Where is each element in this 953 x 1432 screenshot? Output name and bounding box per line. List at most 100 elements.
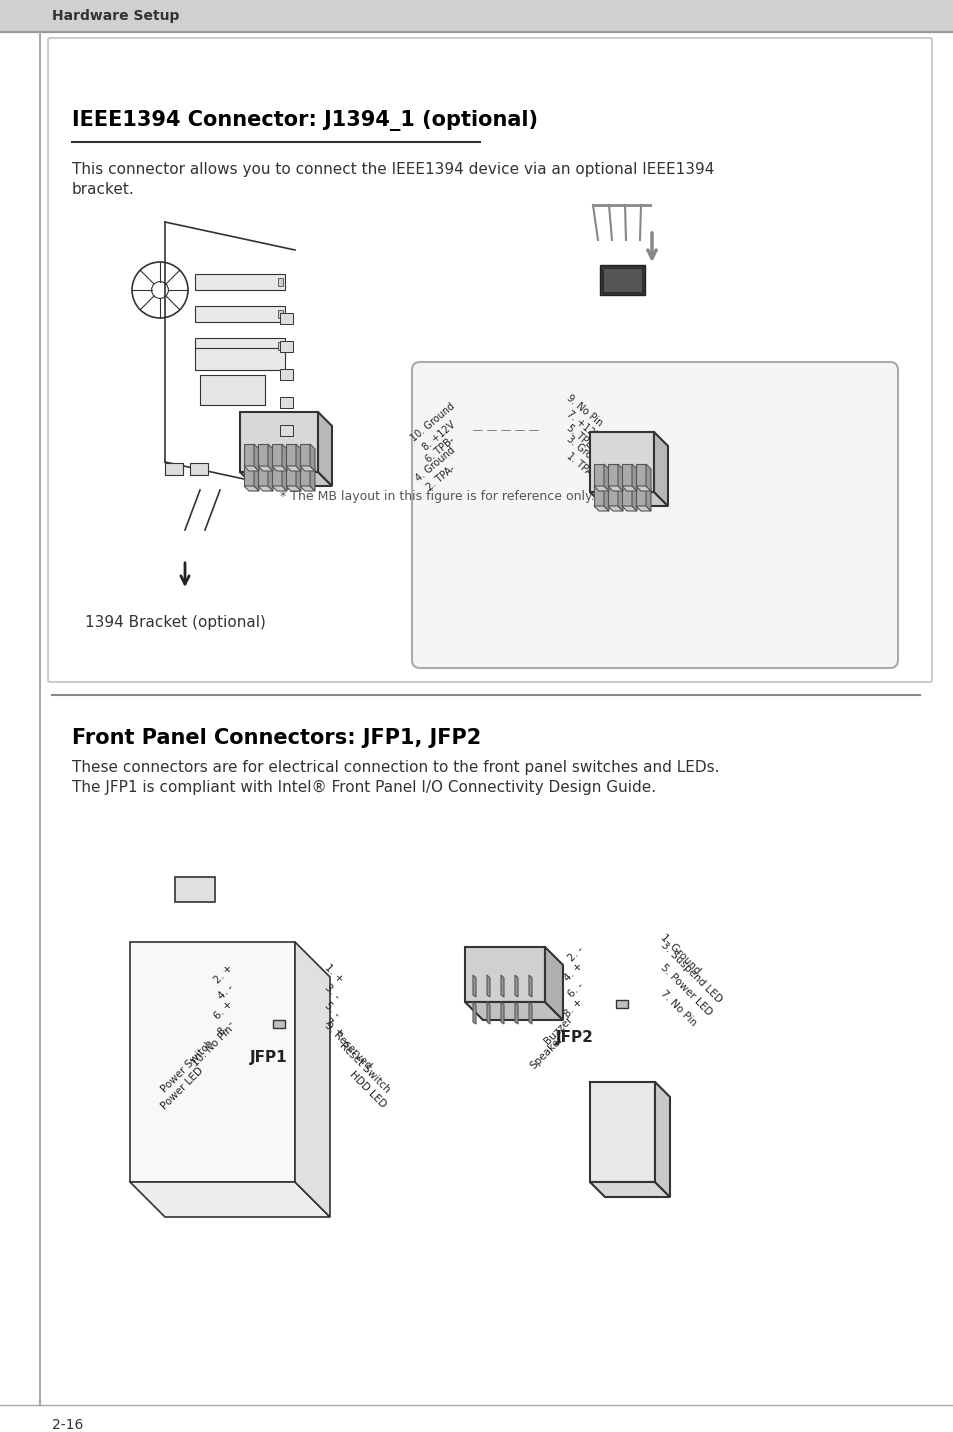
Bar bbox=[165, 463, 183, 475]
Text: * The MB layout in this figure is for reference only.: * The MB layout in this figure is for re… bbox=[280, 490, 594, 503]
Bar bbox=[273, 1020, 285, 1028]
Bar bbox=[616, 1000, 627, 1008]
Bar bbox=[599, 265, 644, 295]
Bar bbox=[194, 348, 285, 369]
Text: bracket.: bracket. bbox=[71, 182, 134, 198]
Bar bbox=[280, 425, 293, 435]
Polygon shape bbox=[645, 484, 650, 511]
Text: 2. -: 2. - bbox=[565, 945, 584, 964]
Text: 6. -: 6. - bbox=[565, 981, 584, 1000]
Text: 6. +: 6. + bbox=[213, 998, 234, 1021]
Text: 4. Ground: 4. Ground bbox=[414, 445, 456, 483]
Text: This connector allows you to connect the IEEE1394 device via an optional IEEE139: This connector allows you to connect the… bbox=[71, 162, 714, 178]
Bar bbox=[280, 341, 293, 352]
Polygon shape bbox=[244, 464, 253, 485]
Polygon shape bbox=[636, 505, 650, 511]
Bar bbox=[280, 397, 293, 408]
Polygon shape bbox=[272, 464, 282, 485]
Polygon shape bbox=[589, 1083, 655, 1181]
Text: 8. +12V: 8. +12V bbox=[420, 420, 456, 453]
Text: 2-16: 2-16 bbox=[52, 1418, 83, 1432]
Polygon shape bbox=[174, 876, 214, 902]
Text: 1. +: 1. + bbox=[323, 962, 345, 985]
Text: 2. TPA-: 2. TPA- bbox=[424, 464, 456, 493]
Text: 4. +: 4. + bbox=[562, 961, 584, 984]
Text: 8. +: 8. + bbox=[562, 997, 584, 1020]
Polygon shape bbox=[244, 485, 258, 491]
Text: HDD LED: HDD LED bbox=[348, 1070, 388, 1110]
Polygon shape bbox=[294, 942, 330, 1217]
Polygon shape bbox=[621, 464, 631, 485]
Polygon shape bbox=[286, 485, 301, 491]
Polygon shape bbox=[286, 464, 295, 485]
Polygon shape bbox=[594, 505, 608, 511]
Polygon shape bbox=[636, 464, 645, 485]
Polygon shape bbox=[473, 1002, 476, 1024]
Text: 4. -: 4. - bbox=[215, 982, 234, 1001]
Text: 1. TPA+: 1. TPA+ bbox=[564, 451, 600, 483]
Polygon shape bbox=[272, 444, 282, 465]
Polygon shape bbox=[603, 464, 608, 491]
Text: Power LED: Power LED bbox=[159, 1065, 205, 1111]
Polygon shape bbox=[299, 464, 310, 485]
Polygon shape bbox=[310, 444, 314, 471]
Bar bbox=[200, 375, 265, 405]
Text: 9. No Pin: 9. No Pin bbox=[564, 394, 604, 428]
Polygon shape bbox=[299, 485, 314, 491]
Polygon shape bbox=[621, 505, 637, 511]
Bar bbox=[190, 463, 208, 475]
Polygon shape bbox=[594, 464, 603, 485]
Polygon shape bbox=[636, 485, 650, 491]
Polygon shape bbox=[607, 505, 622, 511]
Polygon shape bbox=[589, 493, 667, 505]
Text: 3. Ground: 3. Ground bbox=[564, 434, 608, 473]
Polygon shape bbox=[631, 484, 637, 511]
Polygon shape bbox=[464, 1002, 562, 1020]
Bar bbox=[277, 342, 283, 349]
Text: 7. +: 7. + bbox=[323, 1017, 345, 1040]
Polygon shape bbox=[286, 444, 295, 465]
Polygon shape bbox=[654, 432, 667, 505]
Text: Reset Switch: Reset Switch bbox=[337, 1041, 392, 1095]
Text: JFP2: JFP2 bbox=[556, 1030, 594, 1045]
Polygon shape bbox=[282, 444, 287, 471]
Bar bbox=[194, 274, 285, 291]
Polygon shape bbox=[655, 1083, 669, 1197]
Polygon shape bbox=[621, 484, 631, 505]
Polygon shape bbox=[589, 432, 654, 493]
Polygon shape bbox=[594, 485, 608, 491]
Text: 3. -: 3. - bbox=[323, 982, 342, 1001]
Polygon shape bbox=[529, 975, 532, 997]
Polygon shape bbox=[295, 444, 301, 471]
Text: 5. -: 5. - bbox=[323, 1001, 342, 1020]
Text: 9. Reserved: 9. Reserved bbox=[323, 1021, 374, 1071]
Polygon shape bbox=[607, 464, 618, 485]
FancyBboxPatch shape bbox=[412, 362, 897, 667]
Polygon shape bbox=[645, 464, 650, 491]
Polygon shape bbox=[257, 444, 268, 465]
Polygon shape bbox=[310, 464, 314, 491]
Text: 10. No Pin: 10. No Pin bbox=[191, 1024, 234, 1068]
Polygon shape bbox=[500, 1002, 503, 1024]
Text: 3. Suspend LED: 3. Suspend LED bbox=[659, 939, 723, 1004]
Polygon shape bbox=[257, 464, 268, 485]
Polygon shape bbox=[244, 465, 258, 471]
Text: JFP1: JFP1 bbox=[250, 1050, 288, 1065]
Text: 1. Ground: 1. Ground bbox=[659, 932, 702, 975]
Text: Hardware Setup: Hardware Setup bbox=[52, 9, 179, 23]
Polygon shape bbox=[464, 947, 544, 1002]
Polygon shape bbox=[589, 1181, 669, 1197]
Polygon shape bbox=[317, 412, 332, 485]
Polygon shape bbox=[286, 465, 301, 471]
Polygon shape bbox=[282, 464, 287, 491]
Text: 6. TPB-: 6. TPB- bbox=[424, 435, 456, 465]
Polygon shape bbox=[603, 484, 608, 511]
Text: The JFP1 is compliant with Intel® Front Panel I/O Connectivity Design Guide.: The JFP1 is compliant with Intel® Front … bbox=[71, 780, 656, 795]
Polygon shape bbox=[529, 1002, 532, 1024]
Polygon shape bbox=[257, 485, 273, 491]
Polygon shape bbox=[515, 1002, 517, 1024]
Text: These connectors are for electrical connection to the front panel switches and L: These connectors are for electrical conn… bbox=[71, 760, 719, 775]
Text: 5. Power LED: 5. Power LED bbox=[659, 962, 714, 1018]
Polygon shape bbox=[299, 465, 314, 471]
Polygon shape bbox=[515, 975, 517, 997]
